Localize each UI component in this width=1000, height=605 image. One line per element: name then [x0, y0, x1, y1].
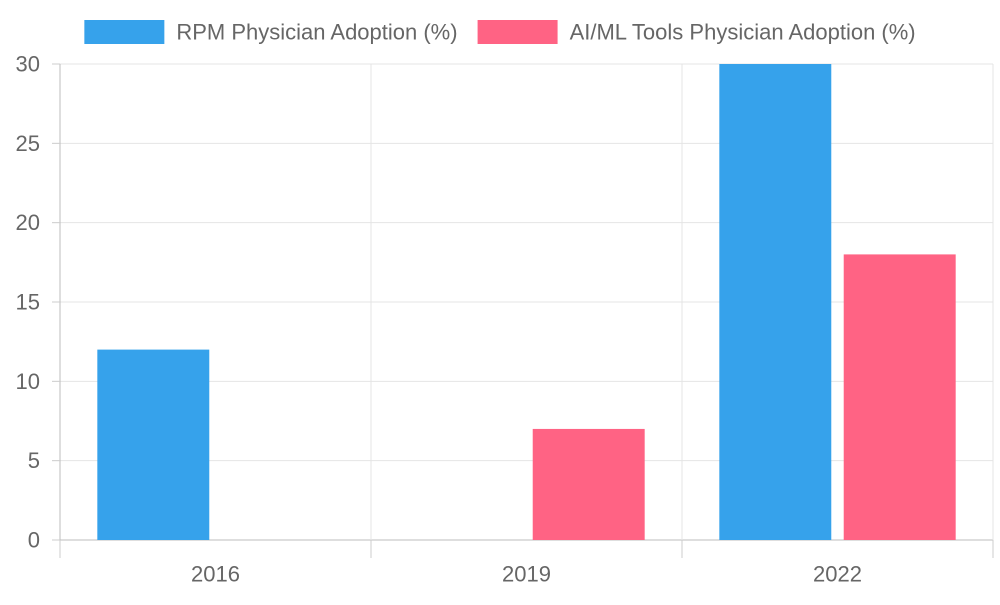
bar-2016-series-0[interactable]: [97, 349, 210, 540]
bar-2022-series-0[interactable]: [719, 64, 832, 540]
legend-swatch: [84, 20, 165, 44]
bar-2022-series-1[interactable]: [843, 254, 956, 540]
legend-item-series-1[interactable]: AI/ML Tools Physician Adoption (%): [477, 20, 916, 45]
y-tick-label: 0: [28, 528, 40, 553]
y-tick-label: 5: [28, 448, 40, 473]
x-tick-label: 2016: [191, 562, 240, 587]
legend-label: AI/ML Tools Physician Adoption (%): [570, 20, 916, 45]
legend: RPM Physician Adoption (%) AI/ML Tools Ph…: [84, 20, 916, 45]
y-tick-label: 25: [16, 131, 40, 156]
grid: [59, 63, 994, 541]
legend-swatch: [477, 20, 558, 44]
axes: 0 5 10 15 20 25 30 2016 2019 2022: [16, 52, 994, 587]
x-tick-label: 2022: [813, 562, 862, 587]
bars: [97, 64, 956, 540]
y-tick-label: 10: [16, 369, 40, 394]
x-tick-label: 2019: [502, 562, 551, 587]
y-tick-label: 30: [16, 52, 40, 77]
y-tick-label: 15: [16, 290, 40, 315]
legend-label: RPM Physician Adoption (%): [176, 20, 457, 45]
bar-2019-series-1[interactable]: [532, 428, 645, 540]
legend-item-series-0[interactable]: RPM Physician Adoption (%): [84, 20, 458, 45]
y-tick-label: 20: [16, 210, 40, 235]
